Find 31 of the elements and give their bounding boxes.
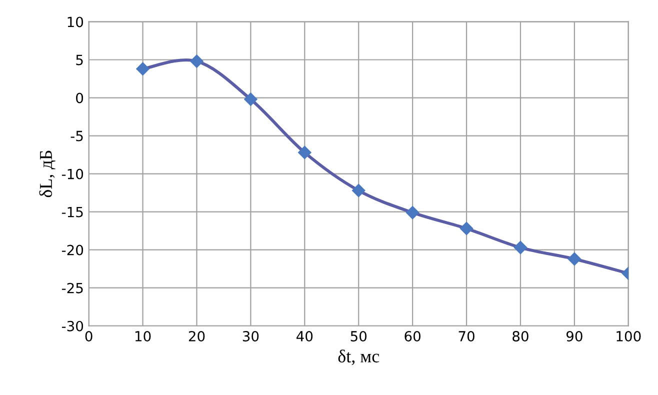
y-tick-label: 0	[76, 92, 84, 104]
point	[460, 222, 474, 236]
y-tick-label: -5	[70, 130, 83, 142]
y-tick-label: 5	[76, 54, 83, 66]
x-axis-title: δt, мс	[338, 350, 380, 366]
y-tick-label: -15	[62, 206, 83, 218]
point	[514, 240, 528, 254]
y-tick-label: -10	[62, 168, 84, 180]
point	[406, 206, 420, 220]
point	[568, 252, 582, 266]
x-tick-label: 90	[566, 330, 582, 342]
x-tick-label: 20	[188, 330, 205, 342]
y-tick-label: -30	[62, 320, 84, 332]
point	[136, 62, 150, 76]
x-tick-label: 50	[350, 330, 367, 342]
y-tick-label: 10	[68, 16, 84, 28]
point	[190, 54, 204, 68]
point	[298, 146, 312, 160]
x-tick-label: 80	[512, 330, 528, 342]
x-tick-label: 100	[616, 330, 641, 342]
x-tick-label: 40	[296, 330, 313, 342]
y-tick-label: -25	[62, 282, 83, 294]
x-tick-label: 0	[85, 330, 92, 342]
point	[244, 92, 258, 106]
y-tick-label: -20	[62, 244, 84, 256]
x-tick-label: 10	[135, 330, 151, 342]
x-tick-label: 30	[242, 330, 259, 342]
y-axis-title: δL, дБ	[39, 150, 56, 198]
x-tick-label: 70	[458, 330, 474, 342]
point	[352, 184, 366, 198]
x-tick-label: 60	[404, 330, 420, 342]
